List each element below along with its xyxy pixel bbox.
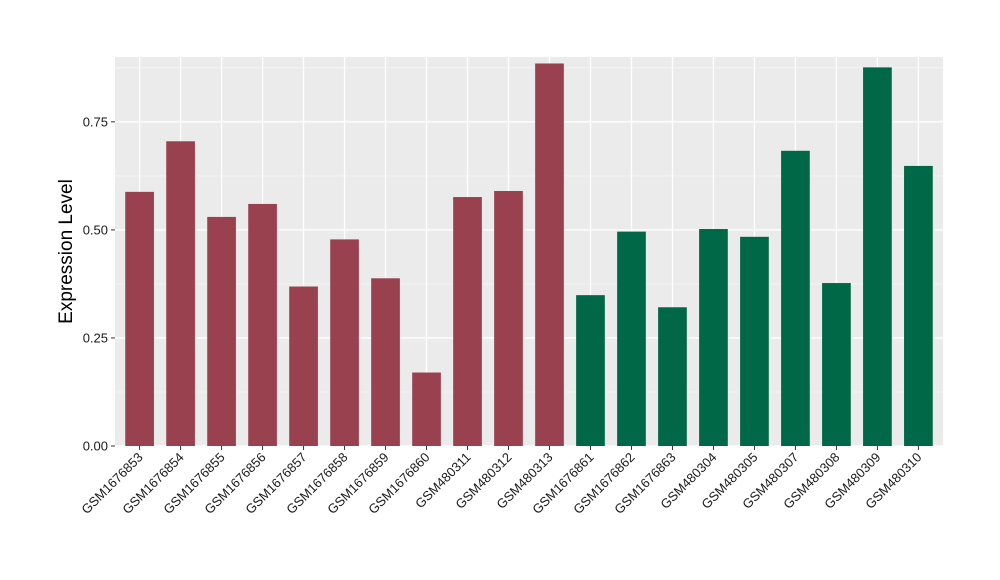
bar-GSM480312 bbox=[494, 190, 523, 446]
bar-GSM480307 bbox=[781, 150, 810, 446]
bar-GSM1676856 bbox=[248, 203, 277, 446]
y-tick-label: 0.75 bbox=[83, 114, 108, 129]
bar-GSM1676861 bbox=[576, 295, 605, 446]
bar-GSM1676854 bbox=[166, 141, 195, 447]
bar-GSM480310 bbox=[904, 165, 933, 447]
bar-GSM480308 bbox=[822, 283, 851, 446]
bar-GSM1676862 bbox=[617, 231, 646, 446]
bar-GSM1676863 bbox=[658, 307, 687, 446]
y-tick-label: 0.00 bbox=[83, 439, 108, 454]
y-axis-title: Expression Level bbox=[56, 179, 77, 324]
bar-GSM1676858 bbox=[330, 239, 359, 446]
y-tick-label: 0.50 bbox=[83, 222, 108, 237]
bar-GSM1676853 bbox=[125, 191, 154, 446]
bar-GSM480305 bbox=[740, 236, 769, 446]
bar-GSM1676857 bbox=[289, 286, 318, 446]
bar-GSM480313 bbox=[535, 63, 564, 446]
bar-GSM480311 bbox=[453, 197, 482, 446]
bar-GSM480309 bbox=[863, 67, 892, 446]
plot-panel bbox=[115, 57, 943, 446]
bars bbox=[125, 63, 933, 447]
bar-GSM1676860 bbox=[412, 372, 441, 446]
bar-GSM480304 bbox=[699, 229, 728, 446]
y-tick-label: 0.25 bbox=[83, 330, 108, 345]
bar-GSM1676859 bbox=[371, 278, 400, 446]
bar-GSM1676855 bbox=[207, 216, 236, 446]
